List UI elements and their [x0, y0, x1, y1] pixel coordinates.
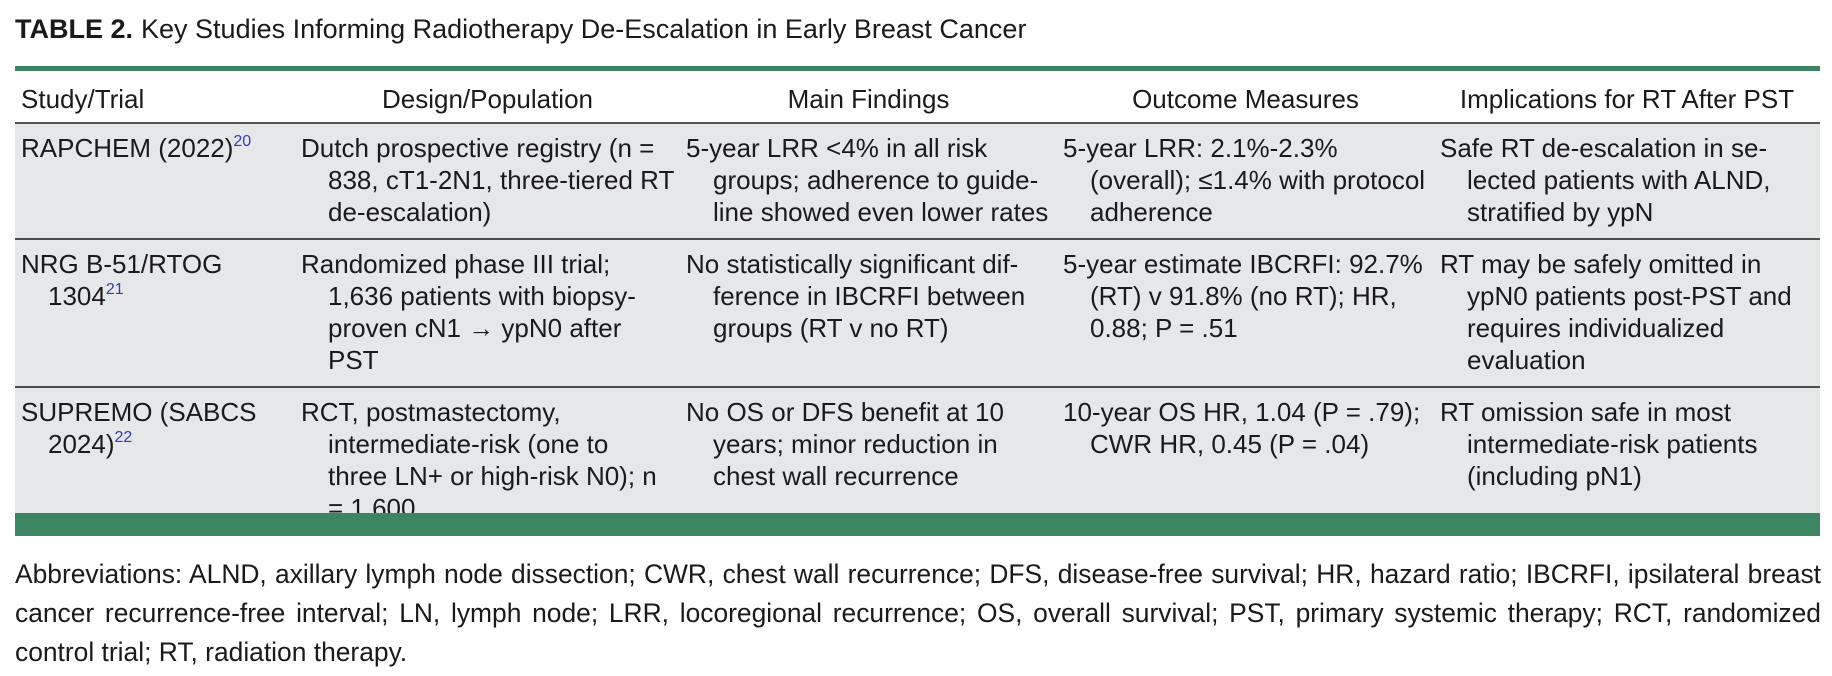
reference-link[interactable]: 22 — [114, 429, 133, 446]
studies-table: Study/Trial Design/Population Main Findi… — [15, 72, 1820, 534]
study-cell: SUPREMO (SABCS 2024)22 — [15, 387, 295, 534]
column-header-design: Design/Population — [381, 84, 594, 114]
study-name: RAPCHEM (2022) — [21, 133, 234, 163]
table-caption: Key Studies Informing Radiotherapy De-Es… — [141, 14, 1027, 44]
column-header-outcome: Outcome Measures — [1132, 84, 1359, 114]
reference-link[interactable]: 21 — [105, 281, 124, 298]
study-cell: RAPCHEM (2022)20 — [15, 123, 295, 239]
header-rule — [15, 66, 1820, 71]
table-label: TABLE 2. — [15, 14, 134, 44]
outcome-cell: 5-year estimate IBCRFI: 92.7% (RT) v 91.… — [1057, 239, 1434, 387]
table-title: TABLE 2. Key Studies Informing Radiothera… — [15, 14, 1026, 45]
study-name: SUPREMO (SABCS 2024) — [21, 397, 257, 459]
footer-rule — [15, 513, 1820, 536]
column-header-findings: Main Findings — [787, 84, 950, 114]
column-header-implications: Implications for RT After PST — [1459, 84, 1795, 114]
design-cell: RCT, postmastectomy, intermediate-risk (… — [295, 387, 680, 534]
table-row: SUPREMO (SABCS 2024)22 RCT, postmastecto… — [15, 387, 1820, 534]
findings-cell: No statistically significant dif-ference… — [680, 239, 1057, 387]
study-cell: NRG B-51/RTOG 130421 — [15, 239, 295, 387]
implications-cell: Safe RT de-escalation in se-lected patie… — [1434, 123, 1820, 239]
design-cell: Dutch prospective registry (n = 838, cT1… — [295, 123, 680, 239]
implications-cell: RT omission safe in most intermediate-ri… — [1434, 387, 1820, 534]
abbreviations-footnote: Abbreviations: ALND, axillary lymph node… — [15, 559, 1821, 667]
design-cell: Randomized phase III trial; 1,636 patien… — [295, 239, 680, 387]
column-header-study: Study/Trial — [21, 84, 145, 114]
table-row: NRG B-51/RTOG 130421 Randomized phase II… — [15, 239, 1820, 387]
findings-cell: No OS or DFS benefit at 10 years; minor … — [680, 387, 1057, 534]
table-row: RAPCHEM (2022)20 Dutch prospective regis… — [15, 123, 1820, 239]
findings-cell: 5-year LRR <4% in all risk groups; adher… — [680, 123, 1057, 239]
outcome-cell: 10-year OS HR, 1.04 (P = .79); CWR HR, 0… — [1057, 387, 1434, 534]
table-header-row: Study/Trial Design/Population Main Findi… — [15, 72, 1820, 123]
study-name: NRG B-51/RTOG 1304 — [21, 249, 223, 311]
implications-cell: RT may be safely omitted in ypN0 patient… — [1434, 239, 1820, 387]
outcome-cell: 5-year LRR: 2.1%-2.3% (overall); ≤1.4% w… — [1057, 123, 1434, 239]
reference-link[interactable]: 20 — [233, 133, 252, 150]
